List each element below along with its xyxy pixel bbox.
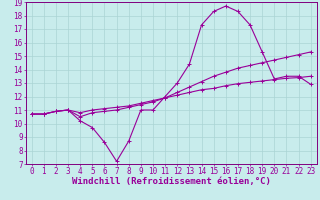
X-axis label: Windchill (Refroidissement éolien,°C): Windchill (Refroidissement éolien,°C) [72,177,271,186]
